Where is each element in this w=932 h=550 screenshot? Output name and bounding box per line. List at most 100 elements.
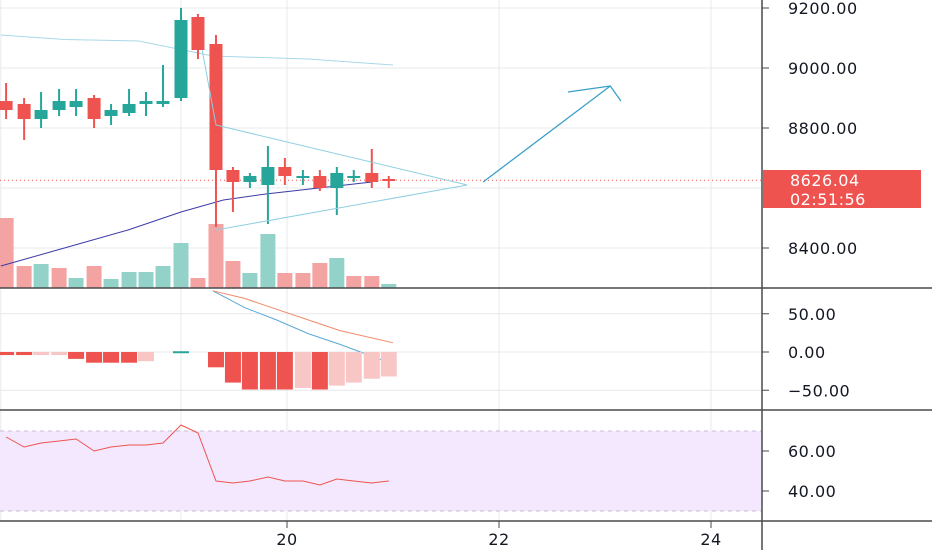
triangle-leg[interactable] bbox=[201, 49, 217, 126]
volume-bar bbox=[295, 273, 311, 288]
candle-body bbox=[122, 104, 136, 113]
volume-bar bbox=[103, 279, 119, 288]
macd-bar bbox=[241, 352, 258, 390]
candle-body bbox=[34, 110, 48, 119]
projection-arrow[interactable] bbox=[482, 85, 622, 183]
candle-body bbox=[139, 101, 153, 104]
candle-body bbox=[296, 176, 310, 178]
volume-bar bbox=[190, 278, 206, 288]
volume-bar bbox=[121, 272, 137, 288]
volume-bar bbox=[68, 278, 84, 288]
macd-bar bbox=[328, 352, 345, 386]
volume-bars bbox=[0, 218, 397, 288]
price-tags: 8626.04 02:51:56 bbox=[763, 170, 921, 209]
volume-bar bbox=[173, 243, 189, 288]
macd-bar bbox=[207, 352, 224, 368]
y-tick-label: −50.00 bbox=[788, 381, 850, 400]
volume-bar bbox=[155, 266, 171, 288]
arrow-head[interactable] bbox=[567, 85, 611, 93]
macd-bar bbox=[173, 351, 189, 354]
y-tick-label: 40.00 bbox=[788, 482, 836, 501]
candle-body bbox=[69, 101, 83, 107]
macd-bar bbox=[259, 352, 276, 390]
indicator-lines bbox=[0, 34, 762, 486]
macd-bar bbox=[138, 352, 155, 362]
candle-body bbox=[174, 20, 188, 98]
y-tick-label: 9000.00 bbox=[788, 59, 858, 78]
volume-bar bbox=[381, 284, 397, 288]
y-tick-label: 50.00 bbox=[788, 305, 836, 324]
candle-body bbox=[382, 179, 396, 181]
triangle-pattern[interactable] bbox=[215, 124, 468, 231]
candle-body bbox=[0, 101, 13, 110]
candle-body bbox=[347, 176, 361, 178]
candle-body bbox=[17, 104, 31, 119]
candle-body bbox=[87, 98, 101, 119]
trend-drawings[interactable] bbox=[201, 49, 622, 231]
macd-bar bbox=[68, 352, 85, 359]
volume-bar bbox=[312, 263, 328, 288]
macd-bar bbox=[224, 352, 241, 383]
macd-bar bbox=[86, 352, 103, 363]
volume-bar bbox=[277, 273, 293, 288]
rsi-band bbox=[0, 430, 762, 512]
macd-line bbox=[212, 290, 394, 365]
macd-bar bbox=[380, 352, 397, 377]
countdown-tag bbox=[763, 189, 921, 208]
volume-bar bbox=[208, 224, 224, 288]
macd-bar bbox=[294, 352, 311, 388]
macd-bar bbox=[311, 352, 328, 390]
y-tick-label: 8800.00 bbox=[788, 119, 858, 138]
y-tick-label: 8400.00 bbox=[788, 239, 858, 258]
volume-bar bbox=[346, 276, 362, 288]
macd-histogram bbox=[0, 351, 397, 390]
candle-body bbox=[261, 167, 275, 185]
volume-bar bbox=[329, 258, 345, 288]
candle-body bbox=[243, 176, 257, 182]
candlesticks bbox=[0, 8, 396, 227]
candle-body bbox=[191, 17, 205, 50]
macd-bar bbox=[103, 352, 120, 363]
y-tick-label: 60.00 bbox=[788, 442, 836, 461]
macd-bar bbox=[0, 352, 15, 356]
rsi-line bbox=[5, 424, 389, 486]
volume-bar bbox=[260, 234, 276, 288]
volume-bar bbox=[33, 264, 49, 288]
macd-bar bbox=[276, 352, 293, 390]
volume-bar bbox=[225, 261, 241, 288]
volume-bar bbox=[86, 266, 102, 288]
rsi-band-fill bbox=[0, 431, 762, 511]
x-tick-label: 24 bbox=[700, 530, 721, 549]
y-tick-label: 9200.00 bbox=[788, 0, 858, 18]
volume-bar bbox=[138, 272, 154, 288]
current-price-tag bbox=[763, 170, 921, 189]
candle-body bbox=[313, 176, 327, 188]
y-tick-label: 0.00 bbox=[788, 343, 826, 362]
volume-bar bbox=[16, 266, 32, 288]
candle-body bbox=[104, 110, 118, 116]
candle-body bbox=[156, 101, 170, 104]
candle-body bbox=[365, 173, 379, 182]
candle-body bbox=[226, 170, 240, 182]
volume-bar bbox=[51, 268, 67, 288]
macd-bar bbox=[345, 352, 362, 383]
moving-average-line bbox=[0, 181, 372, 267]
macd-bar bbox=[121, 352, 138, 363]
candle-body bbox=[52, 101, 66, 110]
macd-bar bbox=[363, 352, 380, 379]
candle-body bbox=[209, 44, 223, 170]
volume-bar bbox=[364, 276, 380, 288]
signal-line bbox=[212, 290, 394, 344]
macd-bar bbox=[16, 352, 33, 356]
macd-bar bbox=[33, 352, 50, 356]
x-tick-label: 20 bbox=[276, 530, 297, 549]
volume-bar bbox=[242, 273, 258, 288]
macd-bar bbox=[51, 352, 68, 356]
candle-body bbox=[278, 167, 292, 176]
volume-bar bbox=[0, 218, 14, 288]
countdown-label: 02:51:56 bbox=[790, 190, 866, 209]
candle-body bbox=[330, 173, 344, 188]
x-tick-label: 22 bbox=[488, 530, 509, 549]
